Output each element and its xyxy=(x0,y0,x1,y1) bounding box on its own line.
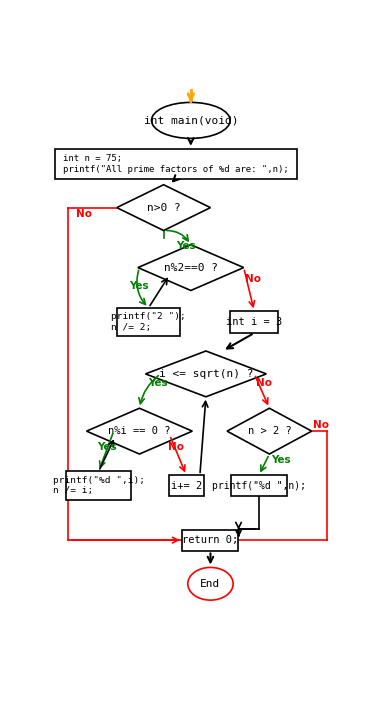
Text: return 0;: return 0; xyxy=(183,535,239,545)
Polygon shape xyxy=(117,185,211,231)
Text: int i = 3: int i = 3 xyxy=(226,317,282,327)
FancyBboxPatch shape xyxy=(230,312,278,333)
Text: Yes: Yes xyxy=(176,241,195,251)
Text: No: No xyxy=(256,379,272,389)
FancyBboxPatch shape xyxy=(183,530,238,551)
Polygon shape xyxy=(87,409,192,454)
FancyBboxPatch shape xyxy=(231,475,287,496)
Text: printf("%d ",n);: printf("%d ",n); xyxy=(212,481,306,491)
Text: i+= 2: i+= 2 xyxy=(171,481,202,491)
Text: No: No xyxy=(168,442,184,452)
Polygon shape xyxy=(227,409,312,454)
Text: Yes: Yes xyxy=(97,442,117,452)
Text: Yes: Yes xyxy=(149,379,168,389)
Text: n > 2 ?: n > 2 ? xyxy=(248,426,291,436)
Text: Yes: Yes xyxy=(271,455,291,464)
Text: n%i == 0 ?: n%i == 0 ? xyxy=(108,426,171,436)
Text: i <= sqrt(n) ?: i <= sqrt(n) ? xyxy=(159,369,253,379)
FancyBboxPatch shape xyxy=(169,475,204,496)
Text: No: No xyxy=(76,209,92,219)
Polygon shape xyxy=(145,351,266,396)
Text: printf("2 ");
n /= 2;: printf("2 "); n /= 2; xyxy=(111,312,186,332)
Text: No: No xyxy=(245,274,261,285)
Ellipse shape xyxy=(188,567,233,600)
Text: int main(void): int main(void) xyxy=(144,115,238,125)
Polygon shape xyxy=(138,245,244,290)
Text: End: End xyxy=(200,578,221,589)
Text: printf("%d ",i);
n /= i;: printf("%d ",i); n /= i; xyxy=(53,476,145,496)
Text: n>0 ?: n>0 ? xyxy=(147,202,181,212)
Text: int n = 75;
printf("All prime factors of %d are: ",n);: int n = 75; printf("All prime factors of… xyxy=(63,154,289,173)
FancyBboxPatch shape xyxy=(117,308,180,336)
FancyBboxPatch shape xyxy=(55,149,297,179)
Text: No: No xyxy=(313,421,329,430)
Ellipse shape xyxy=(151,103,230,138)
FancyBboxPatch shape xyxy=(66,472,131,500)
Text: n%2==0 ?: n%2==0 ? xyxy=(164,263,218,273)
Text: Yes: Yes xyxy=(129,281,149,292)
